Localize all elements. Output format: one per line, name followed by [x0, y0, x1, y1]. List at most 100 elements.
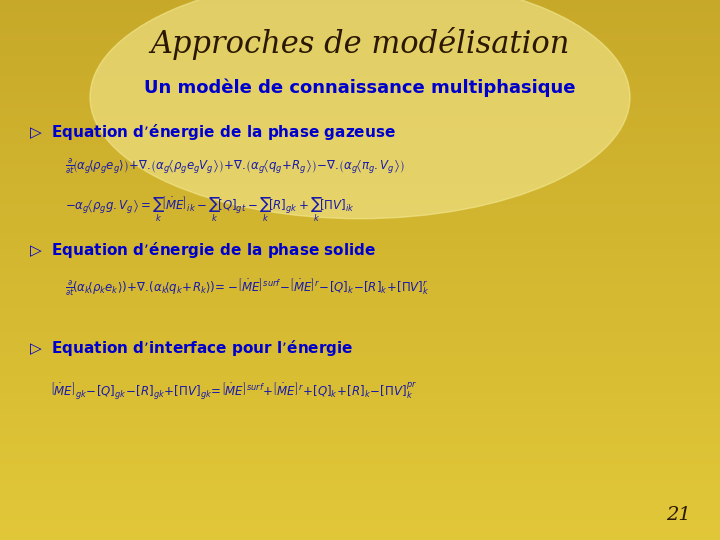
Bar	[0, 338, 720, 340]
Bar	[0, 348, 720, 351]
Bar	[0, 451, 720, 454]
Bar	[0, 497, 720, 500]
Bar	[0, 292, 720, 294]
Bar	[0, 186, 720, 189]
Bar	[0, 470, 720, 472]
Bar	[0, 513, 720, 516]
Bar	[0, 516, 720, 518]
Bar	[0, 32, 720, 35]
Bar	[0, 103, 720, 105]
Bar	[0, 78, 720, 81]
Bar	[0, 197, 720, 200]
Bar	[0, 505, 720, 508]
Bar	[0, 248, 720, 251]
Bar	[0, 448, 720, 451]
Bar	[0, 313, 720, 316]
Bar	[0, 35, 720, 38]
Bar	[0, 518, 720, 521]
Bar	[0, 200, 720, 202]
Bar	[0, 273, 720, 275]
Bar	[0, 94, 720, 97]
Bar	[0, 297, 720, 300]
Bar	[0, 24, 720, 27]
Text: $\frac{\partial}{\partial t}\!\left(\alpha_k\!\left\langle\rho_k e_k\right\rangl: $\frac{\partial}{\partial t}\!\left(\alp…	[65, 276, 430, 298]
Bar	[0, 165, 720, 167]
Bar	[0, 211, 720, 213]
Bar	[0, 500, 720, 502]
Bar	[0, 327, 720, 329]
Bar	[0, 240, 720, 243]
Bar	[0, 122, 720, 124]
Bar	[0, 124, 720, 127]
Bar	[0, 154, 720, 157]
Text: $\rhd$  Equation d’énergie de la phase solide: $\rhd$ Equation d’énergie de la phase so…	[29, 240, 376, 260]
Bar	[0, 472, 720, 475]
Bar	[0, 265, 720, 267]
Bar	[0, 68, 720, 70]
Bar	[0, 116, 720, 119]
Bar	[0, 286, 720, 289]
Bar	[0, 143, 720, 146]
Bar	[0, 467, 720, 470]
Bar	[0, 65, 720, 68]
Bar	[0, 332, 720, 335]
Bar	[0, 481, 720, 483]
Bar	[0, 227, 720, 229]
Bar	[0, 524, 720, 526]
Bar	[0, 51, 720, 54]
Bar	[0, 224, 720, 227]
Bar	[0, 230, 720, 232]
Bar	[0, 86, 720, 89]
Bar	[0, 532, 720, 535]
Text: $\left[\dot{M}E\right]_{gk}\!-\!\left[Q\right]_{gk}\!-\!\left[R\right]_{gk}\!+\!: $\left[\dot{M}E\right]_{gk}\!-\!\left[Q\…	[50, 381, 418, 402]
Bar	[0, 232, 720, 235]
Bar	[0, 16, 720, 19]
Bar	[0, 367, 720, 370]
Bar	[0, 38, 720, 40]
Bar	[0, 424, 720, 427]
Bar	[0, 375, 720, 378]
Bar	[0, 535, 720, 537]
Bar	[0, 173, 720, 176]
Bar	[0, 89, 720, 92]
Bar	[0, 3, 720, 5]
Text: Un modèle de connaissance multiphasique: Un modèle de connaissance multiphasique	[144, 78, 576, 97]
Bar	[0, 502, 720, 505]
Bar	[0, 281, 720, 284]
Bar	[0, 324, 720, 327]
Bar	[0, 176, 720, 178]
Bar	[0, 146, 720, 148]
Bar	[0, 364, 720, 367]
Bar	[0, 108, 720, 111]
Bar	[0, 251, 720, 254]
Bar	[0, 0, 720, 3]
Bar	[0, 46, 720, 49]
Bar	[0, 202, 720, 205]
Bar	[0, 243, 720, 246]
Bar	[0, 446, 720, 448]
Bar	[0, 421, 720, 424]
Bar	[0, 483, 720, 486]
Text: $\rhd$  Equation d’énergie de la phase gazeuse: $\rhd$ Equation d’énergie de la phase ga…	[29, 122, 395, 141]
Bar	[0, 105, 720, 108]
Bar	[0, 181, 720, 184]
Bar	[0, 278, 720, 281]
Bar	[0, 340, 720, 343]
Bar	[0, 127, 720, 130]
Bar	[0, 302, 720, 305]
Bar	[0, 305, 720, 308]
Bar	[0, 235, 720, 238]
Bar	[0, 408, 720, 410]
Bar	[0, 389, 720, 392]
Bar	[0, 238, 720, 240]
Bar	[0, 119, 720, 122]
Bar	[0, 111, 720, 113]
Bar	[0, 189, 720, 192]
Bar	[0, 54, 720, 57]
Bar	[0, 22, 720, 24]
Bar	[0, 489, 720, 491]
Bar	[0, 275, 720, 278]
Bar	[0, 221, 720, 224]
Bar	[0, 416, 720, 418]
Bar	[0, 464, 720, 467]
